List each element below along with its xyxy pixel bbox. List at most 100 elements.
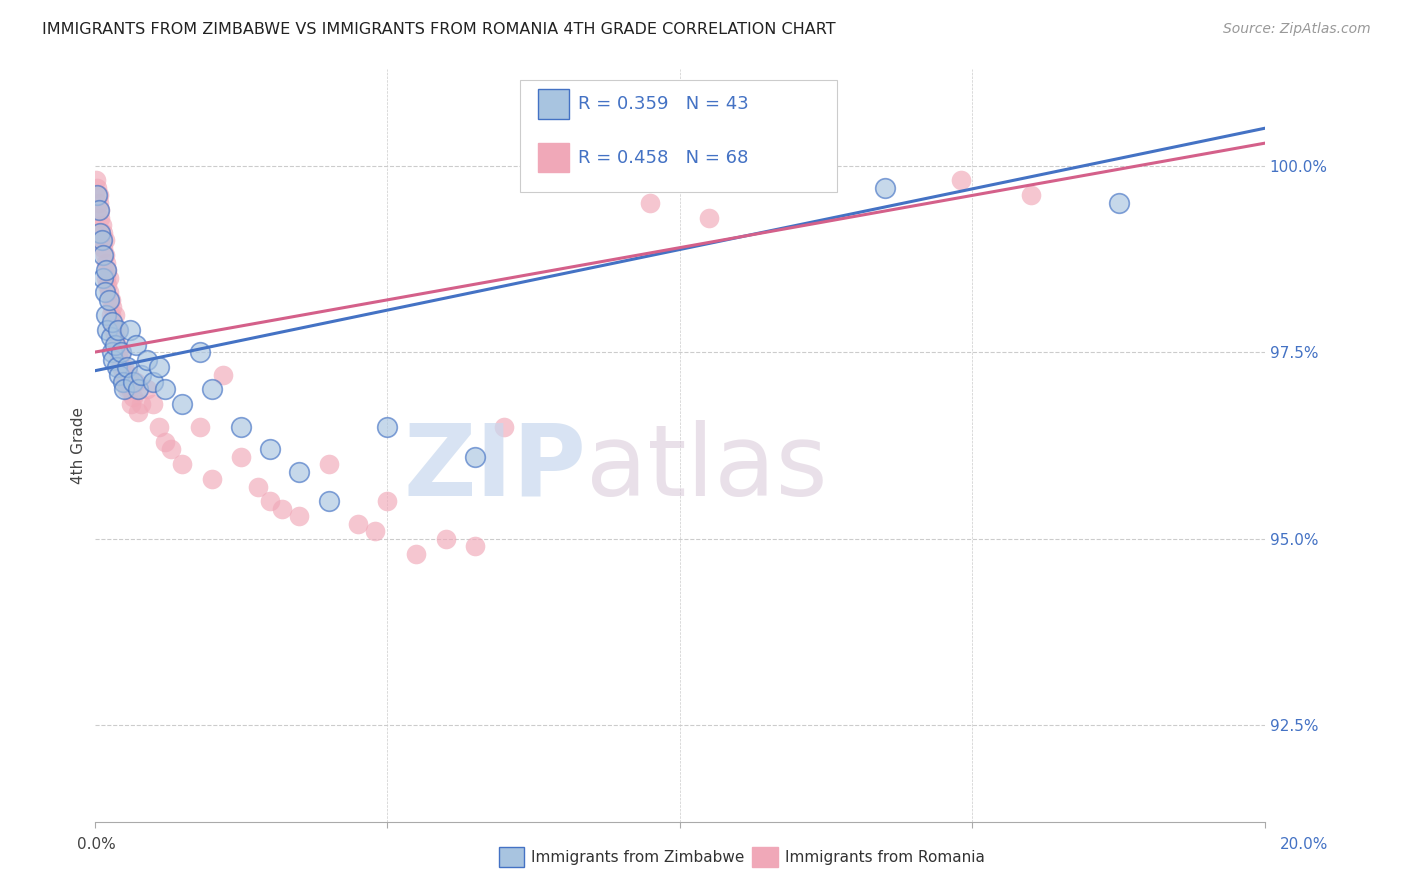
Point xyxy=(94,285,117,300)
Point xyxy=(136,352,159,367)
Point xyxy=(127,383,149,397)
Point xyxy=(112,383,135,397)
Point xyxy=(96,270,118,285)
Point xyxy=(118,383,141,397)
Point xyxy=(87,188,110,202)
Text: R = 0.359   N = 43: R = 0.359 N = 43 xyxy=(578,95,748,113)
Point xyxy=(108,352,131,367)
Point xyxy=(98,270,121,285)
Point xyxy=(124,375,146,389)
Point xyxy=(94,248,117,262)
Point xyxy=(86,181,108,195)
Point xyxy=(949,173,972,187)
Point xyxy=(105,337,128,351)
Point xyxy=(86,173,108,187)
Point xyxy=(96,308,118,322)
Point xyxy=(115,383,138,397)
Point xyxy=(101,301,124,315)
Point xyxy=(127,405,149,419)
Point xyxy=(117,368,139,382)
Point xyxy=(101,315,124,329)
Point xyxy=(118,323,141,337)
Point xyxy=(188,345,211,359)
Point xyxy=(1019,188,1042,202)
Point xyxy=(96,255,118,269)
Point xyxy=(115,360,138,375)
Text: atlas: atlas xyxy=(586,419,828,516)
Point xyxy=(153,434,176,449)
Point xyxy=(270,502,292,516)
Text: IMMIGRANTS FROM ZIMBABWE VS IMMIGRANTS FROM ROMANIA 4TH GRADE CORRELATION CHART: IMMIGRANTS FROM ZIMBABWE VS IMMIGRANTS F… xyxy=(42,22,835,37)
Point xyxy=(318,494,340,508)
Point xyxy=(110,345,132,359)
Point xyxy=(89,211,111,225)
Point xyxy=(142,397,165,411)
Point xyxy=(89,195,111,210)
Point xyxy=(375,419,398,434)
Point xyxy=(434,532,457,546)
Text: Immigrants from Romania: Immigrants from Romania xyxy=(785,850,984,864)
Point xyxy=(90,233,112,247)
Point xyxy=(1108,195,1130,210)
Point xyxy=(229,450,252,464)
Point xyxy=(131,368,153,382)
Point xyxy=(131,397,153,411)
Point xyxy=(212,368,235,382)
Point xyxy=(159,442,181,457)
Y-axis label: 4th Grade: 4th Grade xyxy=(72,407,86,484)
Point xyxy=(112,375,135,389)
Point xyxy=(364,524,387,539)
Point xyxy=(136,383,159,397)
Point xyxy=(104,337,127,351)
Point xyxy=(112,360,135,375)
Point xyxy=(100,308,122,322)
Point xyxy=(110,345,132,359)
Point xyxy=(111,375,134,389)
Point xyxy=(89,226,111,240)
Point xyxy=(93,226,115,240)
Point xyxy=(124,337,146,351)
Point xyxy=(148,360,170,375)
Point xyxy=(100,293,122,307)
Point xyxy=(90,219,112,233)
Point xyxy=(121,390,143,404)
Point xyxy=(111,368,134,382)
Point xyxy=(259,442,281,457)
Point xyxy=(105,360,128,375)
Point xyxy=(188,419,211,434)
Point xyxy=(464,539,486,553)
Point xyxy=(288,509,311,524)
Point xyxy=(96,263,118,277)
Point xyxy=(103,352,125,367)
Point xyxy=(142,375,165,389)
Point xyxy=(104,308,127,322)
Point xyxy=(200,383,222,397)
Point xyxy=(107,323,129,337)
Point xyxy=(103,323,125,337)
Point xyxy=(96,323,118,337)
Point xyxy=(247,479,270,493)
Point xyxy=(494,419,516,434)
Point xyxy=(89,203,111,218)
Point xyxy=(86,188,108,202)
Point xyxy=(153,383,176,397)
Point xyxy=(640,195,662,210)
Point xyxy=(94,233,117,247)
Text: Immigrants from Zimbabwe: Immigrants from Zimbabwe xyxy=(531,850,745,864)
Point xyxy=(107,323,129,337)
Point xyxy=(110,360,132,375)
Point xyxy=(89,203,111,218)
Point xyxy=(318,457,340,471)
Point xyxy=(288,465,311,479)
Point xyxy=(93,241,115,255)
Text: 0.0%: 0.0% xyxy=(77,837,117,852)
Point xyxy=(120,397,142,411)
Point xyxy=(91,233,114,247)
Point xyxy=(200,472,222,486)
Point xyxy=(96,263,118,277)
Point xyxy=(98,293,121,307)
Point xyxy=(108,368,131,382)
Point xyxy=(172,457,194,471)
Point xyxy=(873,181,896,195)
Point xyxy=(101,315,124,329)
